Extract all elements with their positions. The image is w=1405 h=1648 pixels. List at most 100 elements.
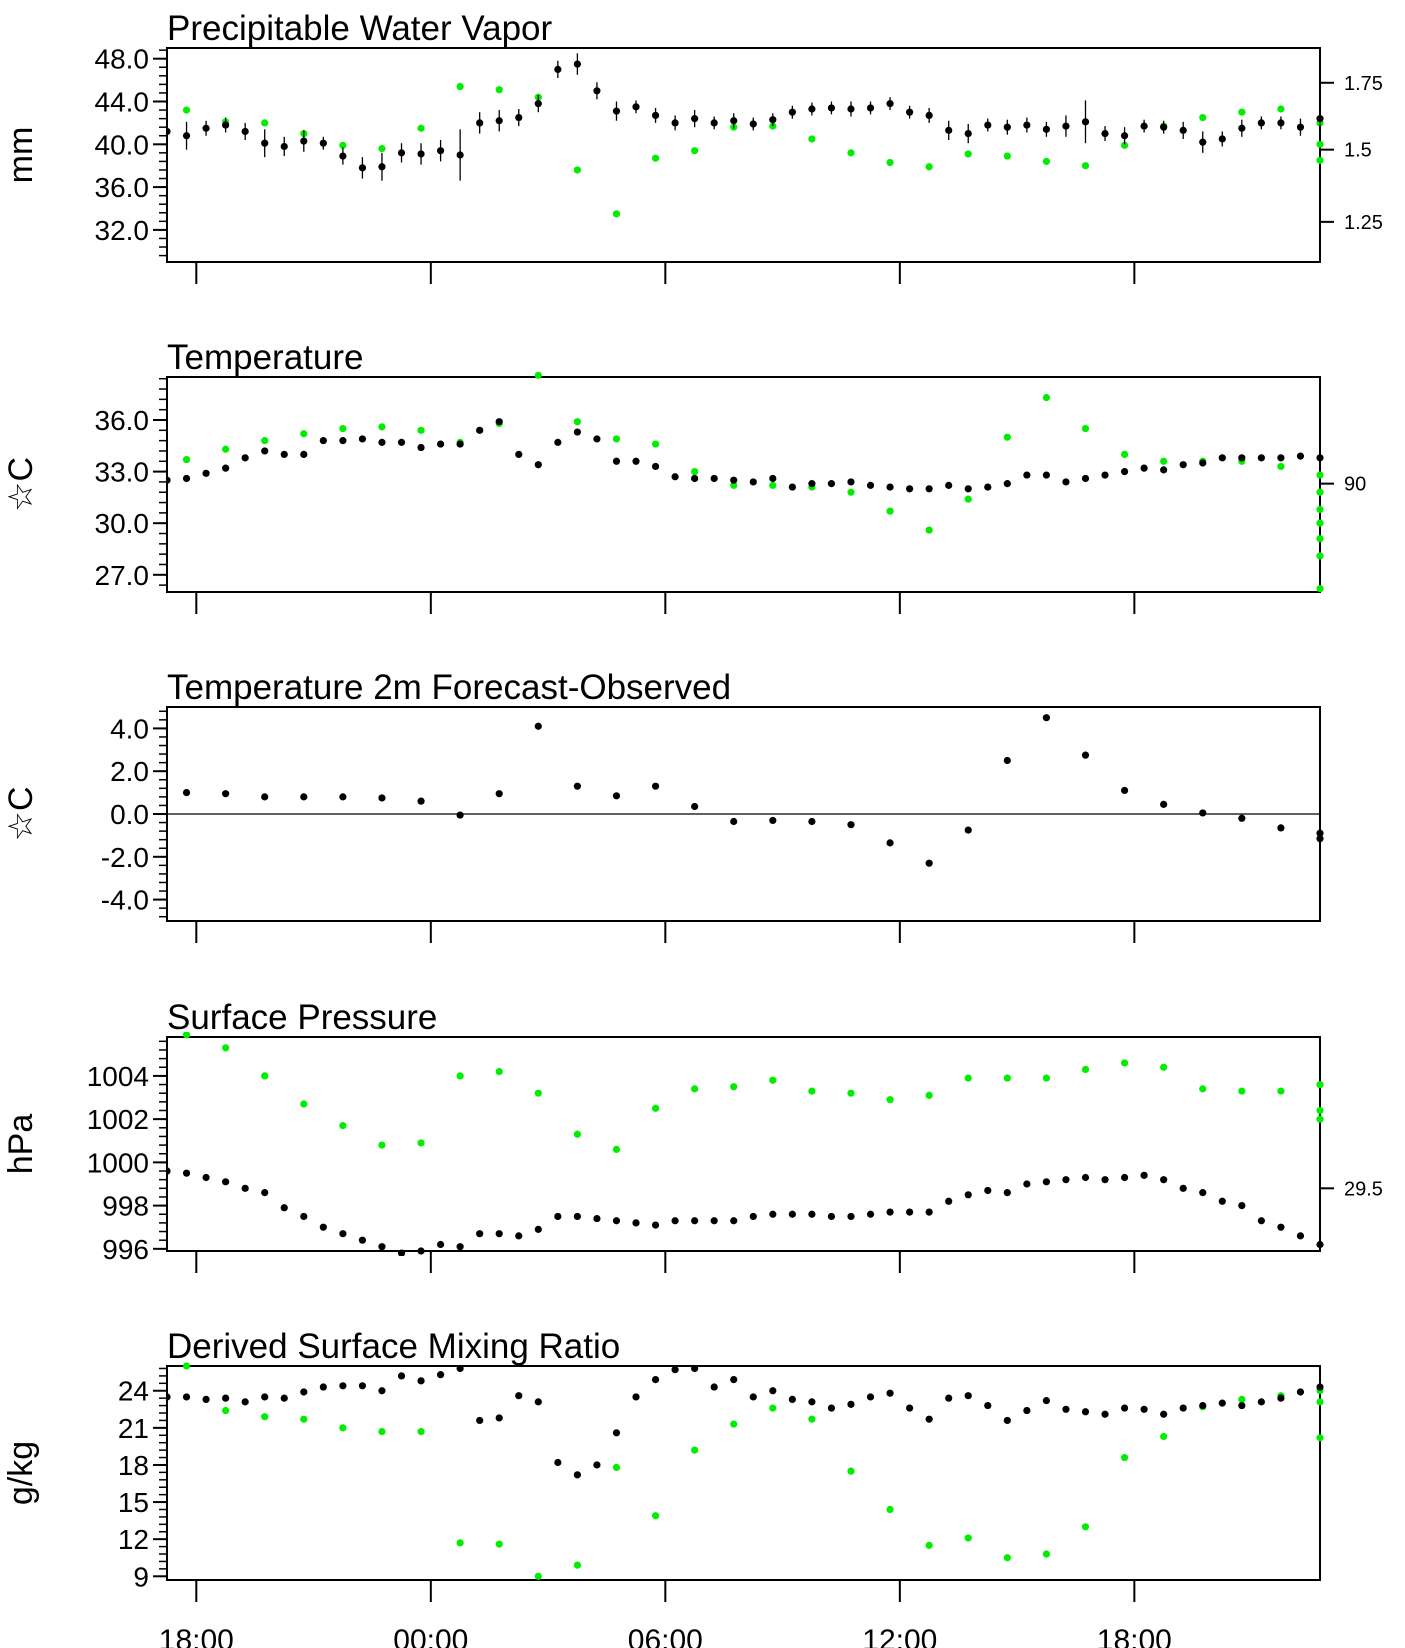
forecast-point bbox=[1179, 1184, 1187, 1192]
observed-point bbox=[182, 1362, 191, 1370]
forecast-point bbox=[202, 469, 210, 477]
forecast-point bbox=[417, 1377, 425, 1385]
forecast-point bbox=[886, 1389, 894, 1397]
observed-point bbox=[730, 1083, 738, 1091]
observed-point bbox=[261, 1413, 269, 1421]
forecast-point bbox=[651, 462, 660, 471]
forecast-point bbox=[397, 1249, 406, 1256]
observed-point bbox=[1277, 462, 1285, 471]
forecast-point bbox=[925, 485, 933, 493]
forecast-point bbox=[554, 1458, 562, 1467]
y-tick-label: 21 bbox=[118, 1413, 149, 1444]
observed-point bbox=[847, 1467, 855, 1475]
forecast-point bbox=[593, 1214, 601, 1223]
observed-point bbox=[534, 1572, 542, 1580]
forecast-point bbox=[358, 1236, 367, 1244]
forecast-point bbox=[749, 478, 757, 486]
forecast-point bbox=[651, 1221, 660, 1229]
forecast-point bbox=[964, 826, 972, 834]
observed-point bbox=[1160, 457, 1168, 465]
forecast-point bbox=[241, 1184, 249, 1192]
forecast-point bbox=[495, 117, 503, 125]
forecast-point bbox=[515, 450, 523, 458]
observed-point bbox=[1316, 584, 1324, 593]
forecast-point bbox=[730, 117, 738, 125]
forecast-point bbox=[1277, 454, 1285, 462]
observed-point bbox=[1316, 471, 1324, 479]
forecast-point bbox=[769, 474, 777, 483]
forecast-point bbox=[671, 1366, 679, 1374]
forecast-point bbox=[886, 483, 894, 491]
forecast-point bbox=[554, 65, 562, 73]
forecast-point bbox=[182, 474, 191, 483]
forecast-point bbox=[417, 443, 425, 452]
observed-point bbox=[1199, 1085, 1207, 1093]
forecast-point bbox=[1296, 1232, 1305, 1240]
observed-point bbox=[417, 124, 425, 132]
data-layer bbox=[182, 714, 1324, 867]
observed-point bbox=[495, 1540, 503, 1548]
observed-point bbox=[182, 455, 191, 464]
forecast-point bbox=[202, 124, 210, 132]
forecast-point bbox=[456, 1364, 464, 1373]
observed-point bbox=[1277, 105, 1285, 113]
forecast-point bbox=[280, 1394, 288, 1402]
forecast-point bbox=[730, 1376, 738, 1384]
y-axis-label: ☆C bbox=[2, 786, 40, 841]
observed-point bbox=[378, 144, 386, 153]
observed-point bbox=[769, 1076, 777, 1084]
forecast-point bbox=[515, 1232, 523, 1240]
forecast-point bbox=[788, 108, 796, 116]
forecast-point bbox=[906, 485, 914, 493]
forecast-point bbox=[593, 87, 601, 95]
y-tick-label: 1000 bbox=[87, 1147, 149, 1178]
data-layer bbox=[167, 53, 1324, 218]
forecast-point bbox=[886, 839, 894, 847]
forecast-point bbox=[1160, 123, 1168, 131]
forecast-point bbox=[495, 790, 503, 798]
observed-point bbox=[1238, 1395, 1246, 1403]
forecast-point bbox=[730, 817, 738, 826]
forecast-point bbox=[612, 1429, 621, 1437]
observed-point bbox=[339, 1122, 347, 1130]
forecast-point bbox=[456, 151, 464, 159]
y-tick-label: 998 bbox=[102, 1191, 149, 1222]
forecast-point bbox=[945, 126, 953, 134]
right-axis-tick-label: 1.75 bbox=[1344, 73, 1383, 95]
forecast-point bbox=[1160, 1410, 1168, 1418]
y-axis-label: g/kg bbox=[2, 1441, 40, 1505]
observed-point bbox=[691, 147, 699, 155]
forecast-point bbox=[397, 149, 406, 157]
forecast-point bbox=[319, 139, 327, 147]
forecast-point bbox=[222, 121, 230, 129]
observed-point bbox=[808, 135, 816, 143]
forecast-point bbox=[1140, 122, 1148, 130]
forecast-point bbox=[534, 100, 542, 108]
forecast-point bbox=[300, 1388, 308, 1396]
forecast-point bbox=[1003, 123, 1011, 131]
observed-point bbox=[222, 445, 230, 453]
forecast-point bbox=[847, 105, 855, 113]
forecast-point bbox=[1160, 800, 1168, 808]
observed-point bbox=[1003, 1074, 1011, 1082]
panel-title: Temperature 2m Forecast-Observed bbox=[167, 668, 731, 707]
forecast-point bbox=[222, 1394, 230, 1402]
forecast-point bbox=[573, 1212, 581, 1221]
forecast-point bbox=[1160, 1176, 1168, 1184]
observed-point bbox=[1277, 1087, 1285, 1095]
forecast-point bbox=[339, 1382, 347, 1390]
observed-point bbox=[1238, 1087, 1246, 1095]
forecast-point bbox=[1238, 814, 1246, 822]
observed-point bbox=[300, 430, 308, 438]
observed-point bbox=[1081, 425, 1090, 433]
observed-point bbox=[1160, 1432, 1168, 1441]
plot-frame bbox=[166, 1036, 1321, 1252]
forecast-point bbox=[691, 1364, 699, 1373]
plot-frame bbox=[166, 1365, 1321, 1581]
observed-point bbox=[847, 149, 855, 157]
forecast-point bbox=[1003, 1416, 1011, 1425]
forecast-point bbox=[1316, 1383, 1324, 1391]
forecast-point bbox=[319, 437, 327, 445]
forecast-point bbox=[788, 483, 796, 491]
forecast-point bbox=[1296, 123, 1305, 131]
